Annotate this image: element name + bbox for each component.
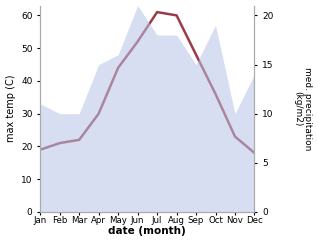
Y-axis label: med. precipitation
(kg/m2): med. precipitation (kg/m2) [293, 67, 313, 151]
Y-axis label: max temp (C): max temp (C) [5, 75, 16, 143]
X-axis label: date (month): date (month) [108, 227, 186, 236]
